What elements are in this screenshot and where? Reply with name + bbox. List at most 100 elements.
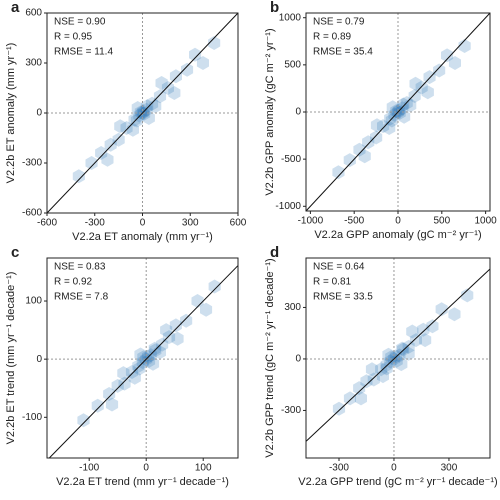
x-tick-label: 0 xyxy=(143,463,149,474)
stat-annotation: RMSE = 33.5 xyxy=(313,292,373,303)
hex-cell xyxy=(161,81,174,95)
hex-cell xyxy=(353,142,366,157)
stat-annotation: NSE = 0.83 xyxy=(54,262,106,273)
hex-cell xyxy=(142,111,155,125)
hex-cell xyxy=(380,361,393,376)
hex-cell xyxy=(402,339,415,354)
hex-cell xyxy=(133,361,146,376)
hex-cell xyxy=(435,302,448,317)
hex-cell xyxy=(343,391,356,406)
hex-cell xyxy=(189,47,202,62)
hex-cell xyxy=(130,113,143,128)
hex-cell xyxy=(196,56,209,70)
hex-cell xyxy=(402,346,415,361)
x-tick-label: -300 xyxy=(85,218,105,229)
y-tick-label: 300 xyxy=(284,302,301,313)
stat-annotation: RMSE = 7.8 xyxy=(54,292,109,303)
stat-annotation: RMSE = 35.4 xyxy=(313,47,373,58)
hex-cell xyxy=(370,130,383,145)
one-to-one-line xyxy=(46,12,239,214)
x-axis-label: V2.2a GPP trend (gC m⁻² yr⁻¹ decade⁻¹) xyxy=(298,476,497,488)
hex-cell xyxy=(375,362,388,377)
hex-cell xyxy=(409,333,422,348)
hex-cell xyxy=(370,118,383,133)
hex-cell xyxy=(117,366,130,381)
hex-cell xyxy=(377,119,390,134)
hex-cell xyxy=(360,374,373,389)
hex-cell xyxy=(441,48,454,63)
hex-cell xyxy=(461,288,474,303)
hex-cell xyxy=(153,89,167,104)
hex-cell xyxy=(148,341,161,356)
x-tick-label: -300 xyxy=(329,463,349,474)
hex-cell xyxy=(137,350,150,365)
x-tick-label: 500 xyxy=(433,216,450,227)
hex-cell xyxy=(353,381,366,396)
hex-cell xyxy=(141,99,154,114)
y-tick-label: 0 xyxy=(295,354,301,365)
x-tick-label: 300 xyxy=(441,463,458,474)
hex-cell xyxy=(367,372,380,387)
x-axis-label: V2.2a GPP anomaly (gC m⁻² yr⁻¹) xyxy=(314,229,481,241)
hex-cell xyxy=(390,104,403,119)
hex-cell xyxy=(168,86,181,100)
hex-cell xyxy=(111,378,124,393)
y-tick-label: 500 xyxy=(284,59,301,70)
hex-cell xyxy=(134,347,147,362)
stat-annotation: R = 0.89 xyxy=(313,32,352,43)
one-to-one-line xyxy=(305,268,491,442)
hex-cell xyxy=(138,106,151,121)
hex-cell xyxy=(208,279,221,294)
y-tick-label: 100 xyxy=(25,296,42,307)
x-tick-label: 0 xyxy=(391,463,397,474)
hex-cell xyxy=(395,357,408,372)
hex-cell xyxy=(120,121,133,135)
hex-cell xyxy=(95,146,108,160)
x-axis-label: V2.2a ET trend (mm yr⁻¹ decade⁻¹) xyxy=(56,476,229,488)
hex-cell xyxy=(458,39,471,53)
hex-cell xyxy=(448,307,461,322)
one-to-one-line xyxy=(305,12,491,212)
y-tick-label: -300 xyxy=(22,158,42,169)
one-to-one-line xyxy=(48,265,239,459)
hex-cell xyxy=(156,337,169,352)
y-tick-label: 0 xyxy=(36,354,42,365)
hex-cell xyxy=(396,341,409,356)
stat-annotation: R = 0.92 xyxy=(54,277,93,288)
panel-label: b xyxy=(270,0,279,16)
x-tick-label: 300 xyxy=(182,218,199,229)
hex-cell xyxy=(200,302,213,317)
hex-cell xyxy=(181,62,194,77)
x-tick-label: -1000 xyxy=(298,216,324,227)
hex-cell xyxy=(384,111,397,126)
x-tick-label: 600 xyxy=(230,218,247,229)
hex-cell xyxy=(147,356,160,371)
stat-annotation: NSE = 0.64 xyxy=(313,262,365,273)
y-axis-label: V2.2b ET trend (mm yr⁻¹ decade⁻¹) xyxy=(5,272,17,445)
hex-cell xyxy=(143,353,156,368)
hex-cell xyxy=(105,397,119,412)
hex-cell xyxy=(155,76,168,90)
y-tick-label: -600 xyxy=(22,208,42,219)
hex-cell xyxy=(426,319,439,334)
stat-annotation: R = 0.81 xyxy=(313,277,352,288)
x-tick-label: -100 xyxy=(79,463,99,474)
hex-cell xyxy=(417,322,430,337)
hex-cell xyxy=(180,313,193,328)
y-axis-label: V2.2b ET anomaly (mm yr⁻¹) xyxy=(5,43,17,184)
hex-cell xyxy=(421,85,434,100)
x-tick-label: -600 xyxy=(37,218,57,229)
hex-cell xyxy=(112,132,125,147)
stat-annotation: R = 0.95 xyxy=(54,32,93,43)
hex-cell xyxy=(358,149,371,164)
hex-cell xyxy=(134,105,147,120)
hex-cell xyxy=(104,137,117,152)
hex-cell xyxy=(91,398,104,413)
hex-cell xyxy=(362,135,375,150)
y-axis-label: V2.2b GPP trend (gC m⁻² yr⁻¹ decade⁻¹) xyxy=(264,258,276,457)
hex-cell xyxy=(114,119,127,134)
plot-frame xyxy=(305,257,491,459)
hex-cell xyxy=(419,333,432,348)
y-tick-label: -1000 xyxy=(275,201,301,212)
